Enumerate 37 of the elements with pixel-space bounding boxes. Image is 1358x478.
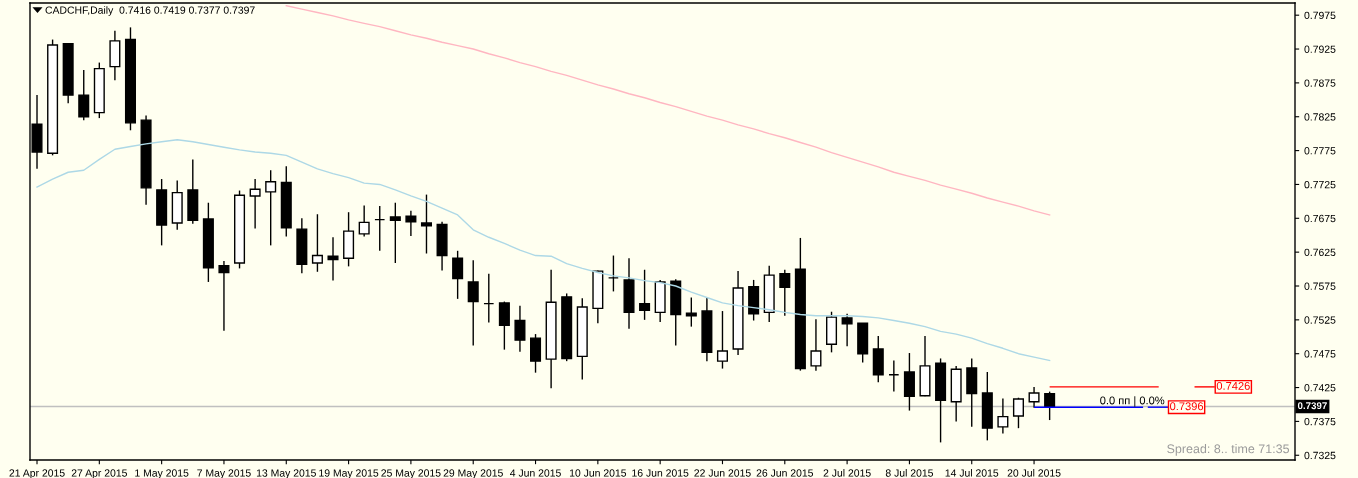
ref-line-label: 0.7397 [1297,402,1327,410]
x-tick-label: 16 Jun 2015 [632,469,689,477]
x-tick-label: 20 Jul 2015 [1007,469,1061,477]
x-tick-label: 13 May 2015 [256,469,316,478]
x-tick-label: 19 May 2015 [319,469,379,478]
y-tick-label: 0.7925 [1304,45,1336,53]
text: 0.0 пп | 0.0% [1100,396,1165,407]
y-tick-label: 0.7825 [1304,113,1336,121]
y-tick-label: 0.7375 [1304,417,1336,426]
text: Spread: 8.. time 71:35 [1167,444,1290,456]
y-tick-label: 0.7575 [1304,282,1336,290]
y-tick-label: 0.7425 [1304,384,1336,392]
x-tick-label: 1 May 2015 [135,469,189,478]
x-tick-label: 29 May 2015 [443,469,503,478]
ref-line-label: 0.7396 [1170,402,1204,411]
ref-line-label: 0.7426 [1216,381,1250,390]
y-tick-label: 0.7625 [1304,248,1336,257]
y-tick-label: 0.7675 [1304,214,1336,223]
y-tick-label: 0.7975 [1304,11,1336,20]
x-tick-label: 27 Apr 2015 [71,469,127,478]
x-tick-label: 21 Apr 2015 [9,469,65,478]
y-tick-label: 0.7525 [1304,316,1336,324]
x-tick-label: 8 Jul 2015 [885,469,934,477]
x-tick-label: 10 Jun 2015 [569,469,627,477]
x-tick-label: 22 Jun 2015 [694,469,751,477]
x-tick-label: 4 Jun 2015 [510,469,561,477]
x-tick-label: 7 May 2015 [197,469,251,478]
y-tick-label: 0.7475 [1304,350,1336,358]
x-tick-label: 2 Jul 2015 [823,469,871,477]
x-tick-label: 26 Jun 2015 [756,469,814,477]
chart-title: CADCHF,Daily 0.7416 0.7419 0.7377 0.7397 [45,6,255,16]
x-tick-label: 14 Jul 2015 [945,469,999,477]
y-tick-label: 0.7325 [1304,451,1336,460]
y-tick-label: 0.7725 [1304,180,1336,189]
x-tick-label: 25 May 2015 [381,469,441,478]
y-tick-label: 0.7775 [1304,147,1336,155]
y-tick-label: 0.7875 [1304,79,1336,87]
